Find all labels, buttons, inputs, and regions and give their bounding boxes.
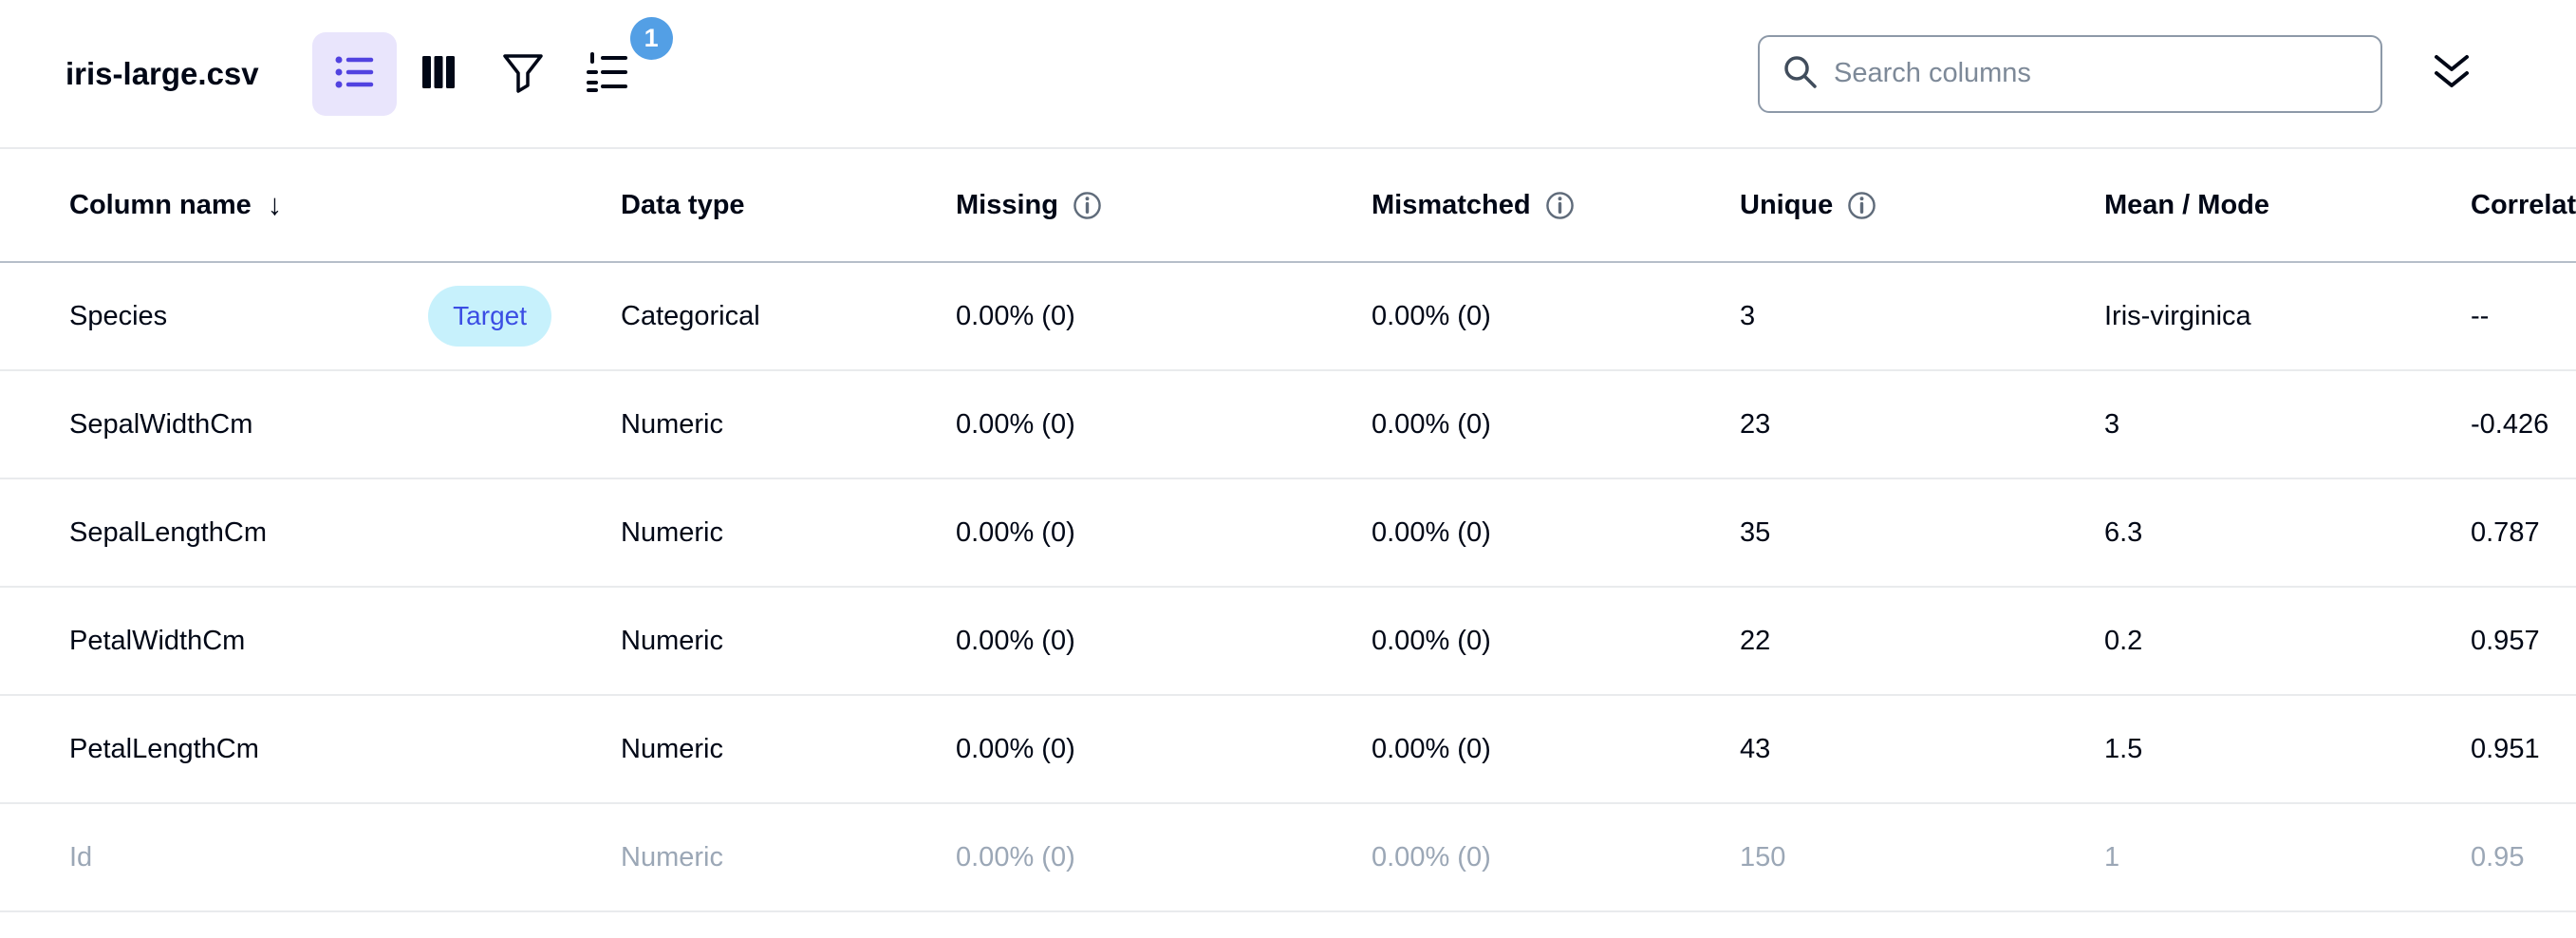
info-icon[interactable]: [1545, 191, 1575, 220]
column-view-button[interactable]: [397, 32, 481, 116]
table-row[interactable]: SepalWidthCm Numeric 0.00% (0) 0.00% (0)…: [0, 371, 2576, 479]
table-row[interactable]: SepalLengthCm Numeric 0.00% (0) 0.00% (0…: [0, 479, 2576, 588]
column-name-text: SepalWidthCm: [69, 408, 253, 440]
columns-icon: [418, 51, 459, 96]
column-name-text: PetalWidthCm: [69, 625, 246, 656]
search-icon: [1781, 52, 1819, 95]
header-label: Missing: [956, 189, 1058, 220]
header-label: Correlation: [2471, 189, 2576, 220]
cell-unique: 23: [1740, 408, 1771, 440]
cell-data-type: Numeric: [621, 625, 723, 656]
header-label: Data type: [621, 189, 745, 220]
column-name-text: SepalLengthCm: [69, 516, 267, 548]
cell-column-name: Species Target: [69, 286, 621, 347]
column-header-name[interactable]: Column name ↓: [69, 188, 621, 222]
cell-data-type: Numeric: [621, 733, 723, 764]
cell-mean-mode: 1: [2104, 841, 2120, 872]
target-badge: Target: [428, 286, 551, 347]
cell-unique: 35: [1740, 516, 1771, 548]
cell-data-type: Categorical: [621, 300, 760, 331]
collapse-chevron-button[interactable]: [2426, 48, 2477, 100]
cell-mean-mode: Iris-virginica: [2104, 300, 2251, 331]
table-row[interactable]: PetalLengthCm Numeric 0.00% (0) 0.00% (0…: [0, 696, 2576, 804]
cell-missing: 0.00% (0): [956, 300, 1075, 331]
info-icon[interactable]: [1073, 191, 1102, 220]
cell-unique: 3: [1740, 300, 1756, 331]
cell-mean-mode: 0.2: [2104, 625, 2143, 656]
cell-data-type: Numeric: [621, 408, 723, 440]
table-header-row: Column name ↓ Data type Missing Mismatch…: [0, 149, 2576, 263]
cell-mismatched: 0.00% (0): [1372, 841, 1491, 872]
header-label: Mean / Mode: [2104, 189, 2270, 220]
cell-column-name: PetalWidthCm: [69, 626, 621, 657]
header-label: Mismatched: [1372, 189, 1531, 220]
list-view-button[interactable]: [311, 31, 397, 116]
filter-funnel-icon: [501, 50, 545, 97]
file-title: iris-large.csv: [65, 55, 259, 91]
cell-missing: 0.00% (0): [956, 516, 1075, 548]
table-row[interactable]: Id Numeric 0.00% (0) 0.00% (0) 150 1 0.9…: [0, 804, 2576, 912]
cell-mean-mode: 3: [2104, 408, 2120, 440]
cell-data-type: Numeric: [621, 841, 723, 872]
cell-unique: 22: [1740, 625, 1771, 656]
cell-mismatched: 0.00% (0): [1372, 733, 1491, 764]
column-header-meanmode[interactable]: Mean / Mode: [2104, 190, 2471, 221]
cell-correlation: 0.787: [2471, 516, 2540, 548]
info-icon[interactable]: [1847, 191, 1876, 220]
cell-correlation: -0.426: [2471, 408, 2549, 440]
sorted-list-button[interactable]: 1: [566, 16, 673, 116]
ordered-list-icon: [586, 50, 629, 97]
column-header-datatype[interactable]: Data type: [621, 190, 956, 221]
filter-count-badge: 1: [629, 16, 673, 60]
cell-missing: 0.00% (0): [956, 408, 1075, 440]
view-controls: 1: [311, 16, 673, 116]
cell-missing: 0.00% (0): [956, 733, 1075, 764]
sort-desc-icon: ↓: [267, 188, 283, 221]
filter-button[interactable]: [481, 32, 566, 116]
cell-correlation: 0.95: [2471, 841, 2525, 872]
header-label: Column name: [69, 189, 252, 220]
cell-missing: 0.00% (0): [956, 841, 1075, 872]
cell-mismatched: 0.00% (0): [1372, 516, 1491, 548]
column-header-mismatched[interactable]: Mismatched: [1372, 190, 1740, 221]
cell-data-type: Numeric: [621, 516, 723, 548]
cell-mismatched: 0.00% (0): [1372, 408, 1491, 440]
cell-column-name: SepalLengthCm: [69, 517, 621, 549]
cell-mismatched: 0.00% (0): [1372, 625, 1491, 656]
cell-column-name: Id: [69, 842, 621, 873]
search-box[interactable]: [1758, 34, 2382, 113]
cell-column-name: PetalLengthCm: [69, 734, 621, 765]
table-row[interactable]: Species Target Categorical 0.00% (0) 0.0…: [0, 263, 2576, 371]
cell-unique: 43: [1740, 733, 1771, 764]
search-input[interactable]: [1834, 58, 2371, 89]
list-view-icon: [333, 51, 375, 96]
cell-unique: 150: [1740, 841, 1786, 872]
cell-correlation: 0.951: [2471, 733, 2540, 764]
cell-mean-mode: 1.5: [2104, 733, 2143, 764]
cell-column-name: SepalWidthCm: [69, 409, 621, 441]
column-header-unique[interactable]: Unique: [1740, 190, 2104, 221]
column-header-missing[interactable]: Missing: [956, 190, 1372, 221]
cell-missing: 0.00% (0): [956, 625, 1075, 656]
cell-mismatched: 0.00% (0): [1372, 300, 1491, 331]
double-chevron-down-icon: [2430, 53, 2473, 94]
column-name-text: PetalLengthCm: [69, 733, 259, 764]
cell-correlation: 0.957: [2471, 625, 2540, 656]
cell-mean-mode: 6.3: [2104, 516, 2143, 548]
column-name-text: Species: [69, 300, 168, 331]
column-name-text: Id: [69, 841, 93, 872]
table-row[interactable]: PetalWidthCm Numeric 0.00% (0) 0.00% (0)…: [0, 588, 2576, 696]
header-label: Unique: [1740, 189, 1834, 220]
cell-correlation: --: [2471, 300, 2490, 331]
toolbar: iris-large.csv 1: [0, 0, 2576, 149]
column-header-correlation[interactable]: Correlation: [2471, 190, 2576, 221]
